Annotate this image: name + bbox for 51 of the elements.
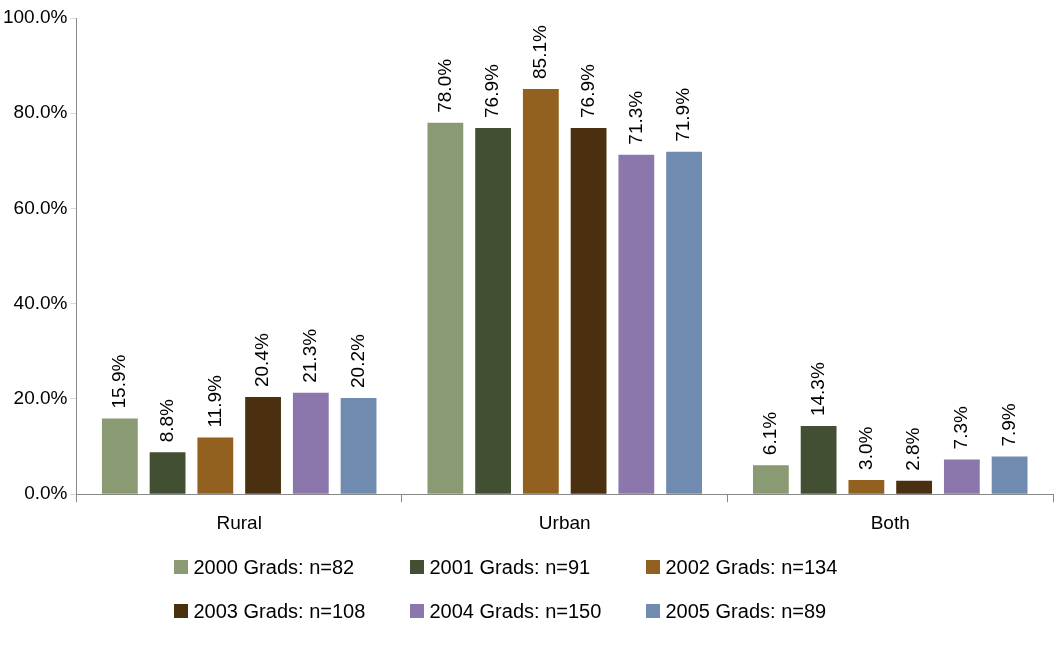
legend-label: 2000 Grads: n=82 — [193, 555, 355, 579]
bar — [101, 418, 138, 494]
data-label: 85.1% — [529, 24, 551, 79]
data-label: 7.9% — [997, 403, 1019, 447]
data-label: 76.9% — [481, 64, 503, 118]
data-label: 71.3% — [624, 90, 646, 145]
bar — [943, 459, 980, 494]
y-tick-label: 60.0% — [13, 196, 68, 218]
data-label: 7.3% — [950, 406, 972, 450]
data-label: 6.1% — [759, 411, 781, 456]
data-label: 11.9% — [203, 374, 225, 428]
bar — [197, 437, 234, 494]
bar — [848, 479, 885, 494]
data-label: 21.3% — [299, 328, 321, 383]
data-label: 14.3% — [806, 362, 828, 417]
legend-label: 2001 Grads: n=91 — [429, 555, 591, 579]
bar — [752, 465, 789, 494]
y-tick-label: 100.0% — [2, 6, 68, 28]
data-label: 20.2% — [346, 334, 368, 389]
bar — [475, 128, 512, 494]
data-label: 3.0% — [854, 426, 876, 470]
bar — [991, 456, 1028, 494]
bar — [896, 480, 933, 494]
legend-label: 2002 Grads: n=134 — [665, 555, 838, 579]
y-tick-label: 80.0% — [13, 101, 68, 123]
bar — [427, 122, 464, 494]
bar — [149, 452, 186, 494]
bar — [618, 154, 655, 494]
bar — [570, 128, 607, 494]
x-tick-label: Both — [870, 511, 910, 533]
data-label: 15.9% — [108, 354, 130, 409]
y-tick-label: 40.0% — [13, 291, 68, 313]
data-label: 78.0% — [433, 58, 455, 113]
bar — [245, 397, 281, 494]
legend-label: 2004 Grads: n=150 — [429, 599, 602, 623]
data-label: 8.8% — [155, 398, 177, 443]
y-tick-label: 20.0% — [13, 387, 68, 409]
bar — [292, 392, 329, 494]
legend-label: 2003 Grads: n=108 — [193, 599, 366, 623]
x-tick-label: Rural — [216, 511, 262, 533]
x-tick-label: Urban — [538, 511, 591, 533]
data-label: 76.9% — [576, 64, 598, 118]
data-label: 71.9% — [672, 87, 694, 142]
bar — [666, 151, 702, 494]
data-label: 20.4% — [251, 333, 273, 388]
legend-label: 2005 Grads: n=89 — [665, 599, 827, 623]
y-tick-label: 0.0% — [24, 482, 68, 504]
bar — [522, 88, 559, 494]
data-label: 2.8% — [902, 427, 924, 471]
bar — [340, 398, 377, 494]
bar — [800, 426, 837, 494]
